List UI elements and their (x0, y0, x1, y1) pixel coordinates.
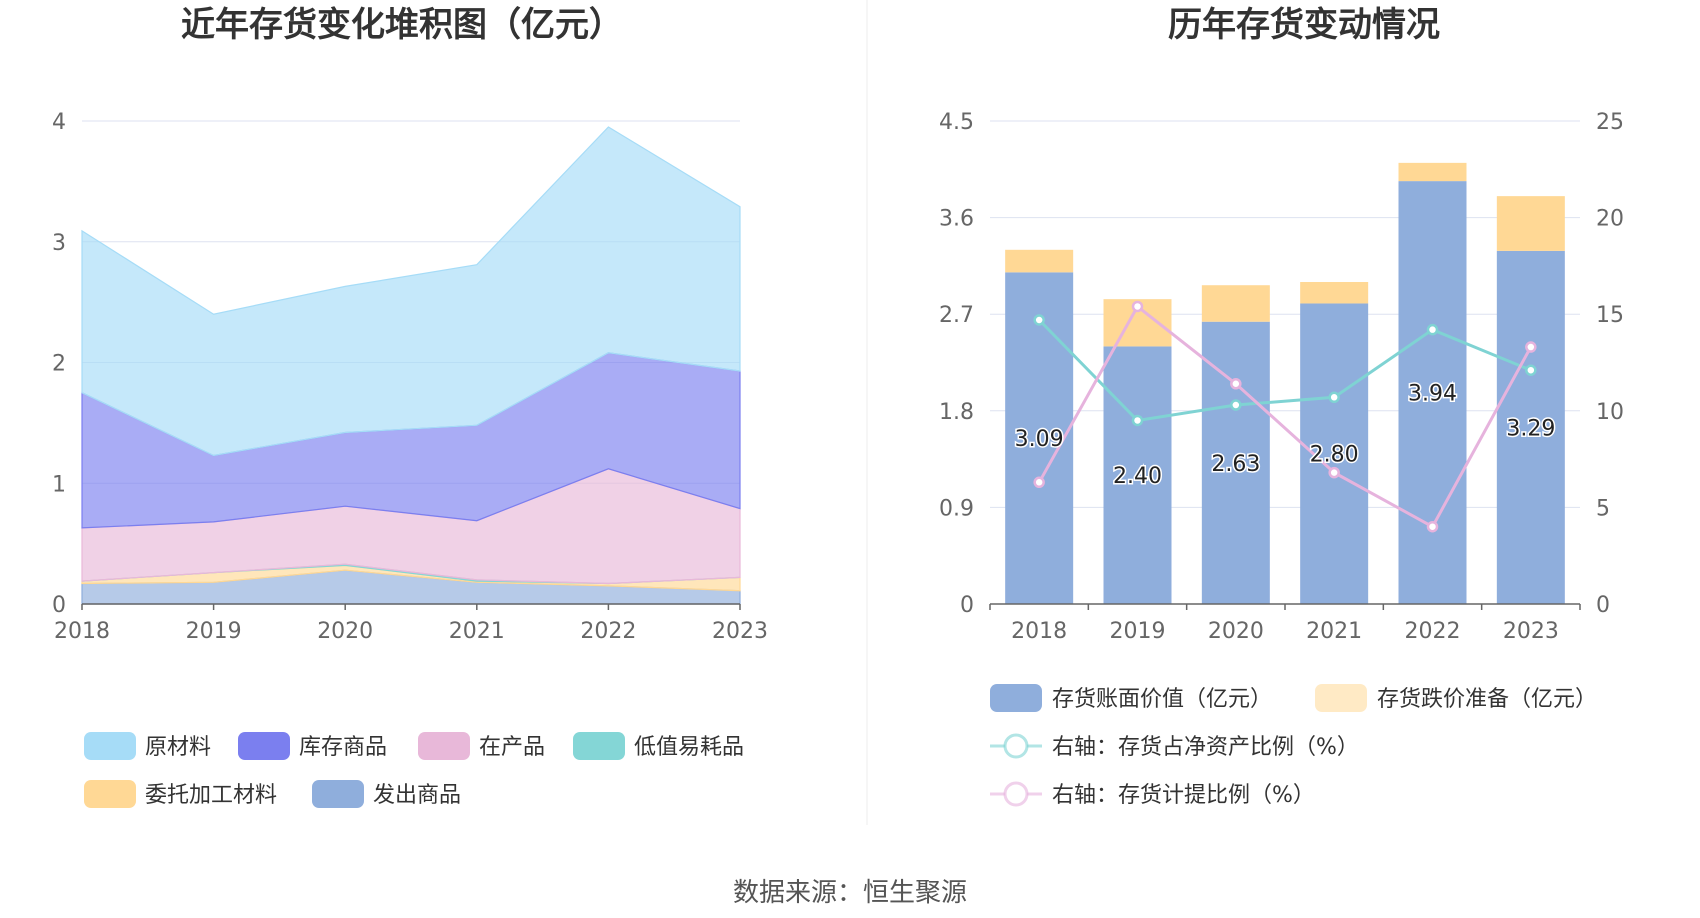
bar-book_value-2018 (1005, 272, 1074, 604)
line-point-ratio_net (1131, 414, 1144, 427)
line-point-ratio_net (1525, 364, 1537, 376)
area-series-raw_material (81, 126, 741, 457)
right-axes: 2018 2019 2020 2021 2022 2023 (989, 603, 1581, 644)
left-x-tick-label: 2019 (186, 619, 242, 644)
left-x-tick-label: 2021 (449, 619, 505, 644)
bar-value-label: 2.40 (1113, 464, 1162, 489)
legend-label-ratio_prov: 右轴：存货计提比例（%） (1052, 783, 1315, 808)
right-legend: 存货账面价值（亿元） 存货跌价准备（亿元） 右轴：存货占净资产比例（%） 右轴：存货计… (990, 684, 1597, 808)
right-y2-tick-label: 20 (1596, 207, 1624, 232)
line-ratio_prov (1037, 304, 1533, 529)
data-source-label: 数据来源：恒生聚源 (733, 878, 967, 908)
right-y2-tick-label: 15 (1596, 303, 1624, 328)
right-bar-labels: 3.09 2.40 2.63 2.80 3.94 3.29 (1013, 380, 1557, 491)
bar-provision-2022 (1398, 162, 1467, 182)
stacked-bar-line-chart: 历年存货变动情况 0 0.9 1.8 2.7 3.6 4.5 0 5 10 15 20 25 3.09… (939, 5, 1624, 808)
bar-book_value-2019 (1103, 346, 1172, 604)
legend-marker-ratio_prov (1003, 781, 1029, 807)
legend-swatch-wip (418, 732, 470, 760)
left-y-tick-label: 2 (52, 352, 66, 377)
legend-label-ratio_net: 右轴：存货占净资产比例（%） (1052, 735, 1359, 760)
right-y-tick-label: 4.5 (939, 110, 974, 135)
legend-label-shipped: 发出商品 (373, 783, 461, 808)
left-y-tick-label: 4 (52, 110, 66, 135)
line-point-ratio_net (1033, 314, 1045, 326)
line-point-ratio_prov (1131, 300, 1144, 313)
legend-swatch-provision (1315, 684, 1367, 712)
right-x-tick-label: 2021 (1306, 619, 1362, 644)
left-x-tick-label: 2018 (54, 619, 110, 644)
line-point-ratio_prov (1426, 520, 1439, 533)
right-y-tick-label: 0 (960, 593, 974, 618)
line-point-ratio_net (1230, 399, 1242, 411)
bar-book_value-2022 (1398, 181, 1467, 604)
right-y-tick-label: 2.7 (939, 303, 974, 328)
bar-provision-2021 (1300, 282, 1369, 304)
legend-label-raw_material: 原材料 (145, 735, 211, 760)
right-gridlines: 0 0.9 1.8 2.7 3.6 4.5 0 5 10 15 20 25 (939, 110, 1624, 618)
legend-label-consumables: 低值易耗品 (634, 735, 744, 760)
legend-swatch-consumables (573, 732, 625, 760)
right-y-tick-label: 0.9 (939, 496, 974, 521)
legend-swatch-outsourced (84, 780, 136, 808)
line-point-ratio_prov (1033, 476, 1045, 489)
line-ratio_net (1038, 318, 1532, 423)
bar-book_value-2023 (1496, 250, 1565, 604)
right-line-series (1033, 300, 1537, 533)
bar-value-label: 3.09 (1015, 427, 1064, 452)
line-point-ratio_net (1426, 323, 1439, 336)
stacked-area-chart: 近年存货变化堆积图（亿元） 0 1 2 3 4 2018 2019 2020 2021 2022… (52, 5, 768, 808)
right-bar-series (1005, 162, 1565, 604)
right-y2-tick-label: 5 (1596, 496, 1610, 521)
legend-swatch-shipped (312, 780, 364, 808)
line-point-ratio_net (1328, 391, 1340, 404)
legend-label-outsourced: 委托加工材料 (145, 783, 277, 808)
right-y-tick-label: 1.8 (939, 400, 974, 425)
bar-provision-2020 (1201, 285, 1270, 322)
right-x-tick-label: 2020 (1208, 619, 1264, 644)
line-point-ratio_prov (1525, 341, 1537, 353)
right-y-tick-label: 3.6 (939, 207, 974, 232)
bar-value-label: 2.63 (1211, 452, 1260, 477)
legend-label-book_value: 存货账面价值（亿元） (1052, 687, 1272, 712)
right-chart-title: 历年存货变动情况 (1168, 5, 1440, 45)
right-y2-tick-label: 0 (1596, 593, 1610, 618)
legend-swatch-book_value (990, 684, 1042, 712)
left-y-tick-label: 1 (52, 472, 66, 497)
left-chart-title: 近年存货变化堆积图（亿元） (181, 5, 623, 45)
right-x-tick-label: 2018 (1011, 619, 1067, 644)
legend-swatch-raw_material (84, 732, 136, 760)
bar-value-label: 2.80 (1310, 443, 1359, 468)
legend-label-provision: 存货跌价准备（亿元） (1377, 687, 1597, 712)
bar-value-label: 3.94 (1408, 382, 1457, 407)
right-x-tick-label: 2019 (1110, 619, 1166, 644)
left-area-series (81, 126, 741, 605)
left-x-tick-label: 2023 (712, 619, 768, 644)
right-x-tick-label: 2022 (1405, 619, 1461, 644)
right-y2-tick-label: 25 (1596, 110, 1624, 135)
bar-book_value-2020 (1201, 321, 1270, 604)
legend-label-goods: 库存商品 (299, 735, 387, 760)
legend-label-wip: 在产品 (479, 735, 545, 760)
bar-provision-2018 (1005, 249, 1074, 273)
left-x-tick-label: 2020 (317, 619, 373, 644)
line-point-ratio_prov (1328, 466, 1340, 479)
left-y-tick-label: 3 (52, 231, 66, 256)
left-x-tick-label: 2022 (580, 619, 636, 644)
left-axes: 2018 2019 2020 2021 2022 2023 (54, 603, 768, 644)
legend-marker-ratio_net (1003, 733, 1029, 759)
line-point-ratio_prov (1230, 378, 1242, 390)
bar-value-label: 3.29 (1506, 416, 1555, 441)
left-y-tick-label: 0 (52, 593, 66, 618)
right-x-tick-label: 2023 (1503, 619, 1559, 644)
bar-provision-2023 (1496, 196, 1565, 251)
legend-swatch-goods (238, 732, 290, 760)
right-y2-tick-label: 10 (1596, 400, 1624, 425)
